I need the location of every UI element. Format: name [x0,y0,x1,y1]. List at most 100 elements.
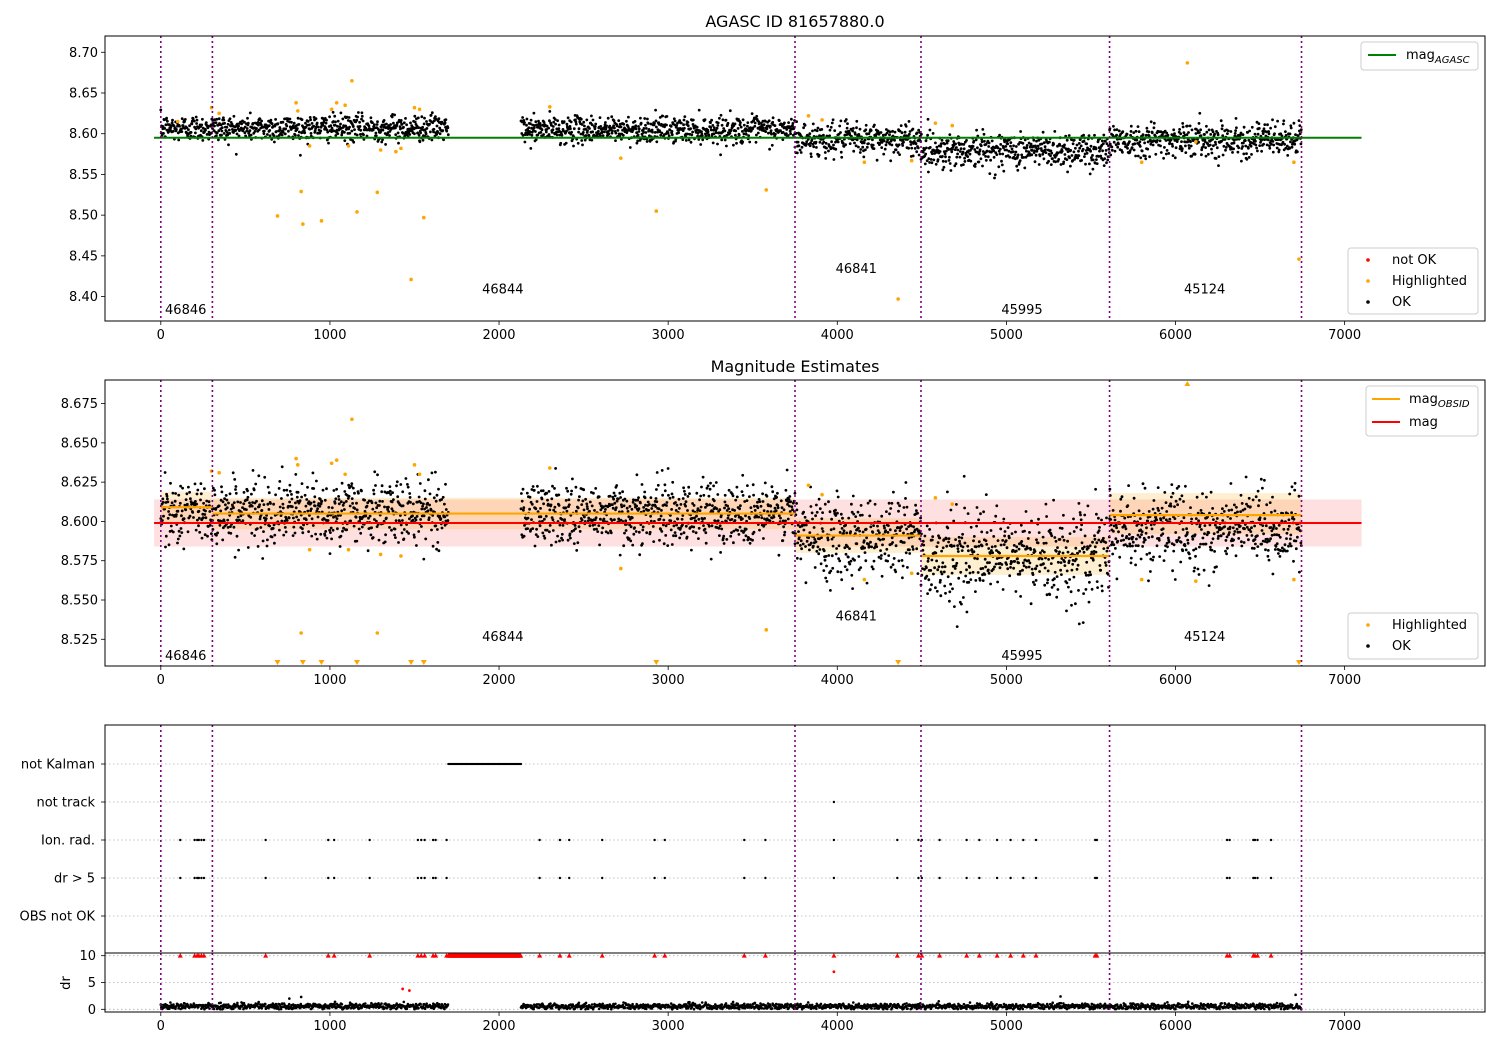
p2-ok-point [697,537,700,540]
p1-ok-point [716,142,719,146]
p2-ok-point [1055,549,1058,553]
p2-ok-point [377,538,381,542]
p2-ok-point [1020,540,1024,543]
p2-ok-point [732,541,735,545]
p1-ok-point [909,143,913,146]
p1-ok-point [444,118,448,121]
p1-ok-point [725,144,728,148]
p1-ok-point [409,121,412,125]
p2-ok-point [954,564,958,568]
p2-ok-point [1053,570,1057,574]
p2-ok-point [1015,545,1019,549]
p1-ok-point [934,162,938,166]
p1-ok-point [917,153,921,157]
p1-ok-point [1289,140,1292,144]
p2-ok-point [868,514,872,518]
p1-ok-point [1060,149,1064,153]
p2-ok-point [566,538,570,542]
p1-highlighted-point [394,149,398,154]
p1-ok-point [915,131,919,135]
p1-ok-point [220,129,224,133]
p1-ok-point [1078,146,1082,150]
p1-highlighted-point [933,121,938,125]
p1-ok-point [1158,139,1162,143]
p1-ok-point [1049,163,1053,167]
p2-ok-point [803,515,807,519]
p2-ok-point [257,474,261,478]
p1-ok-point [1208,143,1212,147]
p1-ok-point [1081,147,1085,151]
p1-ok-point [521,116,524,119]
p1-ok-point [781,131,785,134]
p1-ok-point [1053,130,1057,133]
p2-ok-point [723,493,727,497]
p1-ok-point [861,145,865,149]
p2-ok-point [851,587,854,590]
p1-ok-point [1261,132,1265,136]
p1-ok-point [977,160,981,164]
p2-ok-point [722,542,726,545]
p2-ok-point [428,492,432,496]
p2-ok-point [751,483,755,487]
p2-ok-point [336,527,339,531]
p1-ok-point [839,119,843,123]
p1-ok-point [712,132,716,136]
p1-ok-point [390,115,394,119]
p1-ok-point [1090,156,1093,160]
p2-ok-point [1050,534,1054,538]
p2-ok-point [363,498,366,502]
p1-highlighted-point [1292,160,1296,165]
p2-ok-point [836,570,840,574]
p2-ok-point [337,498,341,501]
p1-ok-point [1199,134,1203,138]
p2-ok-point [974,579,978,582]
p1-ok-point [1256,149,1259,153]
p2-ok-point [998,551,1001,555]
p2-ok-point [636,498,640,502]
p2-ok-point [928,528,931,531]
p1-ok-point [1198,131,1201,134]
p2-ok-point [779,499,783,503]
p1-ok-point [1190,154,1193,158]
p1-obsid-label: 46841 [836,262,877,277]
p1-ok-point [1084,162,1087,166]
p1-ok-point [1170,142,1174,146]
p2-ok-point [206,534,209,538]
p2-ok-point [411,502,415,506]
p1-ok-point [1148,155,1151,159]
p1-ok-point [525,123,528,127]
p1-ok-point [228,132,232,135]
p1-ok-point [754,140,758,144]
p2-ok-point [234,485,238,488]
p2-ok-point [964,574,968,578]
p2-ok-point [224,503,227,507]
p1-ok-point [295,127,299,130]
p1-ok-point [1270,142,1273,146]
p1-ok-point [425,126,429,130]
p1-ok-point [585,118,589,122]
p2-ok-point [670,492,674,496]
p2-ok-point [643,490,647,494]
p1-ok-point [982,132,986,136]
p1-ok-point [1104,152,1108,156]
p1-ok-point [808,132,812,136]
p1-ok-point [751,126,755,130]
p2-ok-point [399,483,403,486]
p1-ok-point [815,146,818,149]
p2-ok-point [220,485,223,489]
p2-ok-point [554,467,557,470]
p1-ok-point [556,119,559,122]
p1-ok-point [1129,130,1133,133]
p2-ok-point [601,526,605,530]
p1-ok-point [1006,142,1010,146]
p1-ok-point [613,126,616,130]
p1-ok-point [1187,144,1191,147]
p1-ok-point [547,126,550,130]
p2-ok-point [385,516,388,520]
p2-ok-point [822,569,826,572]
p1-ok-point [325,128,329,132]
p1-ok-point [1207,152,1210,156]
p1-ok-point [523,140,527,144]
p2-ok-point [558,539,561,543]
p2-ok-point [424,537,428,541]
